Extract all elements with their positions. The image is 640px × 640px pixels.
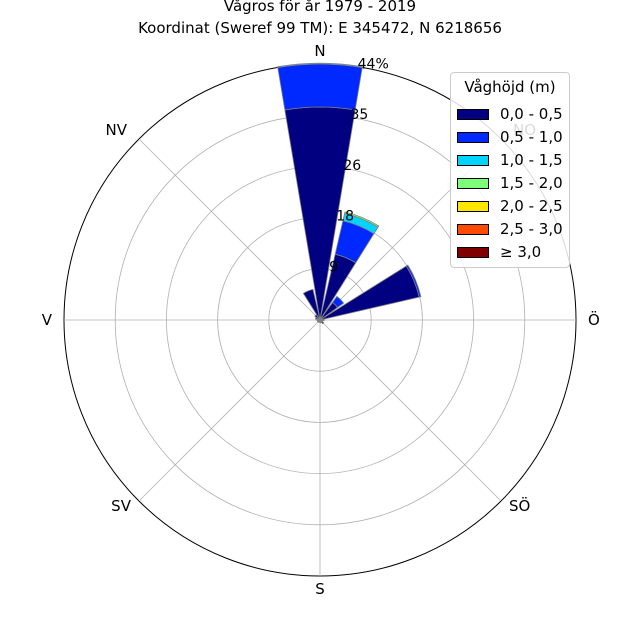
radial-tick-label: 44% [358, 56, 389, 72]
direction-label: SÖ [509, 496, 530, 515]
legend-label: ≥ 3,0 [500, 243, 542, 261]
legend-swatch [457, 223, 489, 235]
radial-tick-label: 9 [329, 259, 338, 275]
legend-item: 1,5 - 2,0 [457, 173, 563, 193]
sector-bar [277, 62, 363, 68]
grid-spoke [319, 319, 502, 502]
sector-bar [405, 264, 422, 298]
legend-item: ≥ 3,0 [457, 242, 541, 262]
sector-bar [344, 211, 380, 228]
chart-subtitle: Koordinat (Sweref 99 TM): E 345472, N 62… [138, 19, 502, 37]
chart-title: Vågros för år 1979 - 2019 [223, 0, 417, 15]
direction-label: SV [111, 497, 132, 515]
grid-spoke [138, 138, 321, 321]
legend-swatch [457, 131, 489, 143]
legend-swatch [457, 200, 489, 212]
radial-tick-label: 35 [351, 107, 369, 123]
direction-label: N [314, 42, 325, 60]
radial-tick-label: 18 [336, 209, 354, 225]
direction-label: Ö [588, 310, 600, 329]
sector-bar [331, 295, 345, 309]
legend-title: Våghöjd (m) [464, 78, 556, 96]
sector-bar [277, 63, 363, 111]
legend: Våghöjd (m) 0,0 - 0,5 0,5 - 1,0 1,0 - 1,… [450, 72, 570, 268]
legend-item: 2,5 - 3,0 [457, 219, 563, 239]
legend-swatch [457, 177, 489, 189]
grid-spoke [138, 319, 321, 502]
legend-label: 1,5 - 2,0 [500, 174, 563, 192]
direction-label: S [315, 580, 325, 598]
legend-label: 0,0 - 0,5 [500, 105, 563, 123]
legend-label: 2,0 - 2,5 [500, 197, 563, 215]
sector-bar [302, 288, 321, 321]
legend-item: 1,0 - 1,5 [457, 150, 563, 170]
radial-tick-label: 26 [343, 158, 361, 174]
legend-label: 0,5 - 1,0 [500, 128, 563, 146]
legend-swatch [457, 246, 489, 258]
direction-label: V [42, 311, 53, 329]
legend-swatch [457, 154, 489, 166]
direction-label: NV [105, 121, 127, 139]
legend-swatch [457, 108, 489, 120]
legend-item: 0,5 - 1,0 [457, 127, 563, 147]
legend-label: 2,5 - 3,0 [500, 220, 563, 238]
legend-label: 1,0 - 1,5 [500, 151, 563, 169]
legend-item: 0,0 - 0,5 [457, 104, 563, 124]
legend-item: 2,0 - 2,5 [457, 196, 563, 216]
